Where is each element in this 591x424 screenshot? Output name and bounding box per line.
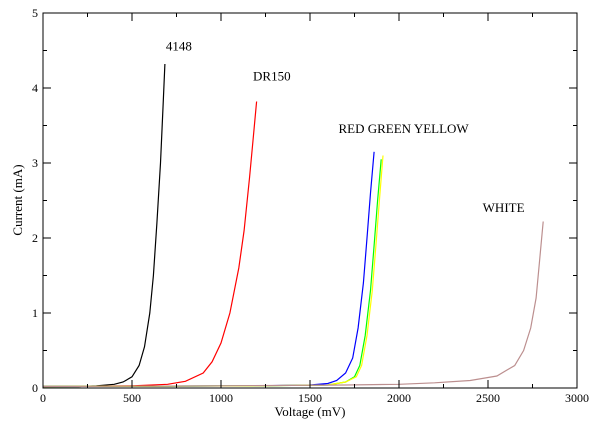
series-line-5 — [42, 221, 544, 388]
series-line-1 — [42, 101, 258, 388]
series-line-3 — [42, 159, 382, 388]
x-tick-label: 2000 — [387, 391, 411, 405]
y-tick-label: 0 — [32, 381, 38, 395]
curve-label-3: WHITE — [483, 200, 525, 215]
x-axis-title: Voltage (mV) — [275, 404, 346, 419]
x-tick-label: 2500 — [476, 391, 500, 405]
y-tick-label: 4 — [32, 81, 38, 95]
series-line-2 — [42, 151, 375, 388]
y-tick-label: 3 — [32, 156, 38, 170]
x-tick-label: 500 — [123, 391, 141, 405]
x-tick-label: 1000 — [209, 391, 233, 405]
annotation-layer: 4148 DR150 RED GREEN YELLOW WHITE — [166, 39, 525, 215]
y-tick-label: 1 — [32, 306, 38, 320]
x-tick-label: 3000 — [565, 391, 589, 405]
y-tick-label: 2 — [32, 231, 38, 245]
curve-label-1: DR150 — [253, 69, 291, 84]
x-tick-label: 0 — [40, 391, 46, 405]
y-axis-title: Current (mA) — [10, 164, 25, 235]
series-line-0 — [43, 63, 166, 388]
curve-label-0: 4148 — [166, 39, 192, 54]
ticks-layer: 0 500 1000 1500 2000 2500 3000 0 1 2 3 4 5 — [32, 6, 589, 405]
series-layer — [42, 63, 544, 388]
y-tick-label: 5 — [32, 6, 38, 20]
series-line-4 — [42, 155, 384, 388]
x-tick-label: 1500 — [298, 391, 322, 405]
curve-label-2: RED GREEN YELLOW — [338, 121, 469, 136]
